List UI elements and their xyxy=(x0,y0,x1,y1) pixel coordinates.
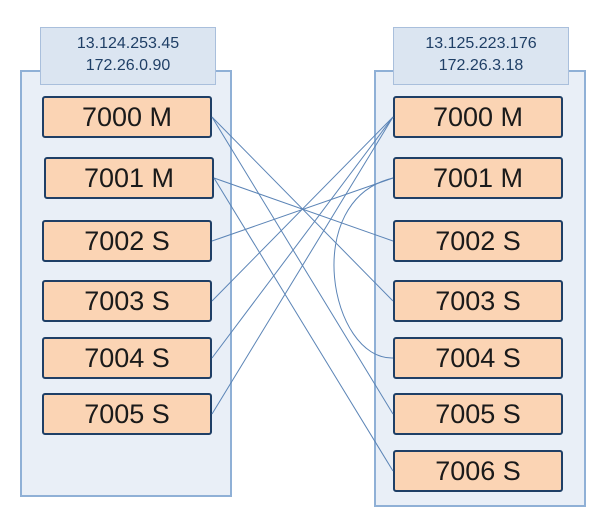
left-node-7003[interactable]: 7003 S xyxy=(42,280,212,322)
right-node-7004[interactable]: 7004 S xyxy=(393,337,563,379)
link-left7000-right7005 xyxy=(211,116,394,415)
right-node-7005[interactable]: 7005 S xyxy=(393,393,563,435)
left-node-7004[interactable]: 7004 S xyxy=(42,337,212,379)
right-node-7003[interactable]: 7003 S xyxy=(393,280,563,322)
link-left7002-right7001 xyxy=(211,177,394,242)
left-node-7002[interactable]: 7002 S xyxy=(42,220,212,262)
link-left7005-right7000 xyxy=(211,116,394,415)
link-left7001-right7006 xyxy=(213,177,394,472)
left-node-7005[interactable]: 7005 S xyxy=(42,393,212,435)
right-node-7001[interactable]: 7001 M xyxy=(393,157,563,199)
left-server-ip-box: 13.124.253.45 172.26.0.90 xyxy=(40,27,216,85)
link-left7003-right7000 xyxy=(211,116,394,302)
left-server-public-ip: 13.124.253.45 xyxy=(76,35,180,52)
left-node-7001[interactable]: 7001 M xyxy=(44,157,214,199)
right-node-7006[interactable]: 7006 S xyxy=(393,450,563,492)
link-left7000-right7003 xyxy=(211,116,394,302)
left-node-7000[interactable]: 7000 M xyxy=(42,96,212,138)
right-server-ip-box: 13.125.223.176 172.26.3.18 xyxy=(393,27,569,85)
right-server-private-ip: 172.26.3.18 xyxy=(438,57,524,74)
right-server-public-ip: 13.125.223.176 xyxy=(425,35,537,52)
right-node-7002[interactable]: 7002 S xyxy=(393,220,563,262)
link-left7004-right7000 xyxy=(211,116,394,359)
right-node-7000[interactable]: 7000 M xyxy=(393,96,563,138)
left-server-private-ip: 172.26.0.90 xyxy=(85,57,171,74)
link-left7001-right7002 xyxy=(213,177,394,242)
